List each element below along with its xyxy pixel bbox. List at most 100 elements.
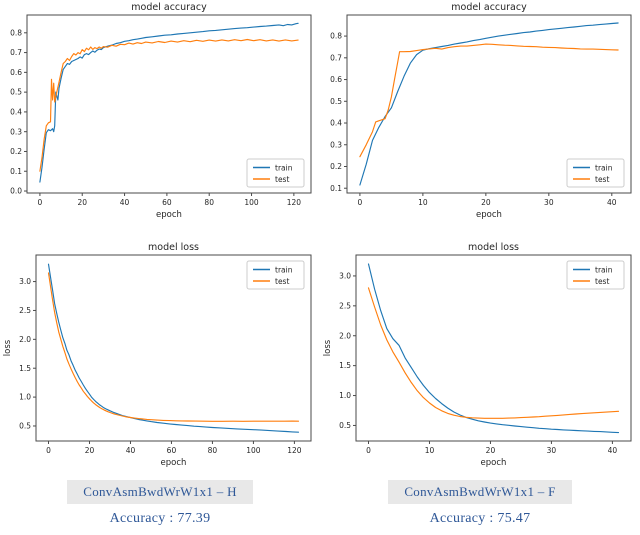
- x-tick-label: 60: [167, 446, 177, 455]
- y-tick-label: 0.7: [10, 48, 22, 57]
- x-tick-label: 20: [85, 446, 95, 455]
- legend-label-test: test: [595, 277, 609, 286]
- chart-title: model accuracy: [451, 2, 527, 13]
- legend-label-train: train: [595, 265, 613, 274]
- legend-label-test: test: [275, 175, 289, 184]
- legend: train test: [566, 158, 625, 188]
- y-tick-label: 0.1: [10, 167, 22, 176]
- y-tick-label: 0.5: [10, 88, 22, 97]
- y-tick-label: 0.5: [19, 422, 31, 431]
- captions-row: ConvAsmBwdWrW1x1 – H Accuracy : 77.39 Co…: [0, 472, 640, 535]
- x-tick-label: 30: [544, 198, 554, 207]
- axes-box: [355, 254, 632, 442]
- x-tick-label: 20: [486, 446, 496, 455]
- series-line-train: [39, 22, 299, 183]
- plot-canvas: model accuracy 0 20 40 60 80 100 120 0.0 0.1 0.2 0.…: [10, 2, 312, 220]
- y-tick-label: 2.5: [19, 306, 31, 315]
- legend-label-test: test: [275, 277, 289, 286]
- plot-canvas: model loss 0 10 20 30 40 0.5 1.0 1.5 2.0 2.5 3.0 epo…: [323, 242, 632, 468]
- y-tick-label: 1.0: [19, 393, 31, 402]
- y-tick-label: 1.5: [339, 361, 351, 370]
- axes-box: [35, 254, 312, 442]
- y-tick-label: 3.0: [19, 277, 31, 286]
- y-tick-label: 0.6: [330, 75, 342, 84]
- y-tick-label: 0.4: [330, 119, 342, 128]
- series-line-test: [367, 287, 620, 419]
- chart-model-accuracy-h: model accuracy 0 20 40 60 80 100 120 0.0 0.1 0.2 0.…: [0, 0, 320, 224]
- axes-box: [26, 14, 312, 194]
- x-tick-label: 80: [208, 446, 218, 455]
- x-tick-label: 20: [481, 198, 491, 207]
- plot-canvas: model loss 0 20 40 60 80 100 120 0.5 1.0 1.5 2.0 2.5…: [3, 242, 312, 468]
- plot-canvas: model accuracy 0 10 20 30 40 0.1 0.2 0.3 0.4 0.5 0.…: [330, 2, 632, 220]
- x-tick-label: 40: [608, 446, 618, 455]
- legend: train test: [246, 260, 305, 290]
- legend-label-train: train: [275, 163, 293, 172]
- chart-title: model loss: [148, 242, 199, 253]
- x-tick-label: 20: [77, 198, 87, 207]
- y-tick-label: 0.5: [330, 97, 342, 106]
- y-tick-label: 0.4: [10, 108, 22, 117]
- y-tick-label: 0.0: [10, 187, 22, 196]
- x-tick-label: 10: [425, 446, 435, 455]
- y-axis-label: loss: [323, 339, 333, 356]
- series-line-train: [47, 263, 300, 433]
- y-tick-label: 0.1: [330, 184, 342, 193]
- y-tick-label: 0.2: [10, 147, 22, 156]
- y-tick-label: 1.0: [339, 391, 351, 400]
- x-tick-label: 0: [366, 446, 371, 455]
- y-tick-label: 0.6: [10, 68, 22, 77]
- series-line-test: [39, 38, 299, 172]
- x-tick-label: 40: [607, 198, 617, 207]
- x-tick-label: 120: [287, 446, 302, 455]
- y-tick-label: 2.0: [19, 335, 31, 344]
- x-tick-label: 40: [126, 446, 136, 455]
- caption-column-h: ConvAsmBwdWrW1x1 – H Accuracy : 77.39: [0, 472, 320, 527]
- x-tick-label: 0: [38, 198, 43, 207]
- y-tick-label: 2.0: [339, 331, 351, 340]
- y-tick-label: 1.5: [19, 364, 31, 373]
- series-line-train: [359, 22, 619, 186]
- chart-model-loss-f: model loss 0 10 20 30 40 0.5 1.0 1.5 2.0 2.5 3.0 epo…: [320, 240, 640, 472]
- caption-column-f: ConvAsmBwdWrW1x1 – F Accuracy : 75.47: [320, 472, 640, 527]
- accuracy-value-f: Accuracy : 75.47: [429, 511, 531, 526]
- y-tick-label: 0.8: [10, 28, 22, 37]
- y-tick-label: 3.0: [339, 272, 351, 281]
- x-axis-label: epoch: [156, 210, 182, 220]
- legend: train test: [246, 158, 305, 188]
- x-tick-label: 60: [162, 198, 172, 207]
- model-name-label-f: ConvAsmBwdWrW1x1 – F: [388, 480, 572, 504]
- x-tick-label: 100: [244, 198, 259, 207]
- x-tick-label: 120: [287, 198, 302, 207]
- y-tick-label: 2.5: [339, 301, 351, 310]
- y-tick-label: 0.3: [330, 140, 342, 149]
- x-tick-label: 10: [418, 198, 428, 207]
- y-tick-label: 0.8: [330, 32, 342, 41]
- x-axis-label: epoch: [161, 458, 187, 468]
- chart-model-accuracy-f: model accuracy 0 10 20 30 40 0.1 0.2 0.3 0.4 0.5 0.…: [320, 0, 640, 224]
- chart-model-loss-h: model loss 0 20 40 60 80 100 120 0.5 1.0 1.5 2.0 2.5…: [0, 240, 320, 472]
- x-axis-label: epoch: [481, 458, 507, 468]
- y-tick-label: 0.7: [330, 53, 342, 62]
- legend: train test: [566, 260, 625, 290]
- y-axis-label: loss: [3, 339, 13, 356]
- y-tick-label: 0.3: [10, 127, 22, 136]
- legend-label-test: test: [595, 175, 609, 184]
- y-tick-label: 0.2: [330, 162, 342, 171]
- x-tick-label: 0: [358, 198, 363, 207]
- axes-box: [346, 14, 632, 194]
- series-line-test: [359, 43, 619, 158]
- series-line-train: [367, 263, 620, 434]
- x-tick-label: 0: [46, 446, 51, 455]
- series-line-test: [47, 272, 300, 422]
- accuracy-value-h: Accuracy : 77.39: [109, 511, 211, 526]
- x-tick-label: 40: [120, 198, 130, 207]
- x-axis-label: epoch: [476, 210, 502, 220]
- chart-title: model loss: [468, 242, 519, 253]
- legend-label-train: train: [275, 265, 293, 274]
- x-tick-label: 100: [246, 446, 261, 455]
- chart-grid: model accuracy 0 20 40 60 80 100 120 0.0 0.1 0.2 0.…: [0, 0, 640, 472]
- y-tick-label: 0.5: [339, 421, 351, 430]
- x-tick-label: 30: [547, 446, 557, 455]
